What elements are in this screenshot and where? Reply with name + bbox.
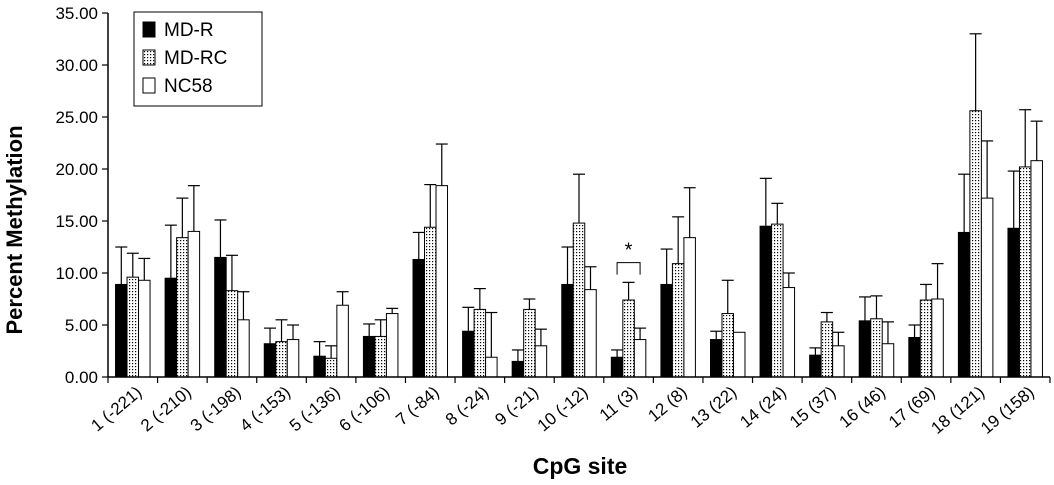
bar-md-rc [771, 223, 784, 378]
y-tick-label: 35.00 [55, 4, 98, 23]
x-tick-label: 19 (158) [977, 383, 1038, 438]
x-tick-label: 18 (121) [927, 383, 988, 438]
bar-nc58 [237, 319, 250, 378]
bar-nc58 [534, 345, 548, 378]
bar-md-rc [225, 290, 239, 378]
significance-annotation: * [616, 240, 641, 275]
bar-md-rc [374, 335, 387, 378]
bar-nc58 [881, 343, 895, 378]
x-tick-label: 12 (8) [644, 383, 690, 426]
legend-swatch-nc58 [142, 77, 156, 94]
bar-md-rc [126, 276, 140, 378]
bar-md-rc [622, 299, 635, 378]
x-tick-label: 8 (-24) [442, 383, 493, 430]
bar-md-r [263, 343, 277, 378]
bar-nc58 [782, 287, 796, 378]
y-tick-label: 25.00 [55, 108, 98, 127]
bar-nc58 [435, 185, 449, 378]
bar-md-rc [820, 321, 834, 378]
x-tick-label: 7 (-84) [392, 383, 443, 430]
bar-nc58 [286, 339, 300, 378]
bar-md-r [610, 356, 624, 378]
bar-md-rc [324, 357, 338, 378]
x-tick-label: 11 (3) [596, 383, 641, 425]
bar-md-rc [721, 313, 734, 378]
bar-nc58 [336, 304, 349, 378]
x-axis-ticks: 1 (-221)2 (-210)3 (-198)4 (-153)5 (-136)… [88, 377, 1051, 438]
bar-nc58 [980, 197, 994, 378]
y-tick-label: 15.00 [55, 212, 98, 231]
bar-md-rc [1018, 166, 1032, 378]
bar-nc58 [832, 345, 845, 378]
bar-md-r [908, 336, 921, 378]
x-tick-label: 1 (-221) [88, 383, 146, 436]
bar-md-rc [275, 341, 288, 378]
bar-nc58 [931, 298, 944, 378]
bar-md-r [709, 339, 723, 378]
legend-label-md-r: MD-R [164, 20, 214, 41]
legend-swatch-md-rc [142, 49, 156, 66]
x-tick-label: 15 (37) [786, 383, 839, 432]
y-axis-title: Percent Methylation [2, 125, 27, 334]
x-tick-label: 4 (-153) [236, 383, 294, 436]
bar-md-rc [523, 308, 536, 378]
x-tick-label: 6 (-106) [335, 383, 393, 436]
bar-md-r [362, 335, 376, 378]
bar-md-r [214, 256, 227, 378]
x-tick-label: 2 (-210) [137, 383, 195, 436]
y-tick-label: 20.00 [55, 160, 98, 179]
bar-md-r [1007, 227, 1020, 378]
bar-nc58 [485, 356, 498, 378]
x-tick-label: 10 (-12) [534, 383, 592, 436]
bar-nc58 [385, 313, 399, 378]
significance-bracket [616, 262, 641, 275]
x-tick-label: 3 (-198) [187, 383, 245, 436]
significance-star: * [625, 240, 633, 262]
y-axis-ticks: 0.00 5.00 10.00 15.00 20.00 25.00 30.00 35.00 [55, 4, 108, 387]
bar-nc58 [584, 289, 597, 378]
bar-md-rc [424, 226, 437, 378]
bar-nc58 [138, 279, 151, 378]
bar-md-rc [671, 263, 685, 378]
x-tick-label: 16 (46) [836, 383, 889, 432]
bars [115, 110, 1043, 378]
bar-md-r [809, 354, 822, 378]
bar-md-r [164, 277, 178, 378]
bar-md-rc [919, 299, 933, 378]
bar-md-rc [176, 237, 189, 378]
legend-swatch-md-r [142, 21, 156, 38]
bar-md-r [313, 355, 326, 378]
x-axis-title: CpG site [533, 453, 628, 479]
legend-label-md-rc: MD-RC [164, 48, 227, 69]
bar-md-r [462, 330, 475, 378]
bar-md-rc [473, 308, 487, 378]
bar-md-r [115, 283, 128, 378]
y-tick-label: 10.00 [55, 264, 98, 283]
bar-md-r [511, 360, 525, 378]
bar-nc58 [633, 339, 647, 378]
y-tick-label: 5.00 [65, 316, 98, 335]
bar-md-r [412, 258, 426, 378]
bar-md-r [561, 283, 574, 378]
bar-nc58 [683, 237, 696, 378]
bar-md-r [660, 283, 673, 378]
bar-md-r [957, 231, 971, 378]
y-tick-label: 0.00 [65, 368, 98, 387]
legend: MD-R MD-RC NC58 [133, 11, 263, 107]
x-tick-label: 13 (22) [687, 383, 740, 432]
bar-md-r [858, 320, 872, 378]
x-tick-label: 5 (-136) [286, 383, 344, 436]
bar-nc58 [187, 230, 201, 378]
bar-nc58 [1030, 160, 1043, 378]
bar-md-rc [572, 222, 586, 378]
x-tick-label: 14 (24) [736, 383, 789, 432]
bar-md-r [759, 225, 773, 378]
bar-md-rc [870, 318, 883, 378]
error-bars [115, 33, 1043, 362]
bar-nc58 [732, 331, 746, 378]
bar-md-rc [969, 110, 982, 378]
legend-label-nc58: NC58 [164, 76, 213, 97]
y-tick-label: 30.00 [55, 56, 98, 75]
